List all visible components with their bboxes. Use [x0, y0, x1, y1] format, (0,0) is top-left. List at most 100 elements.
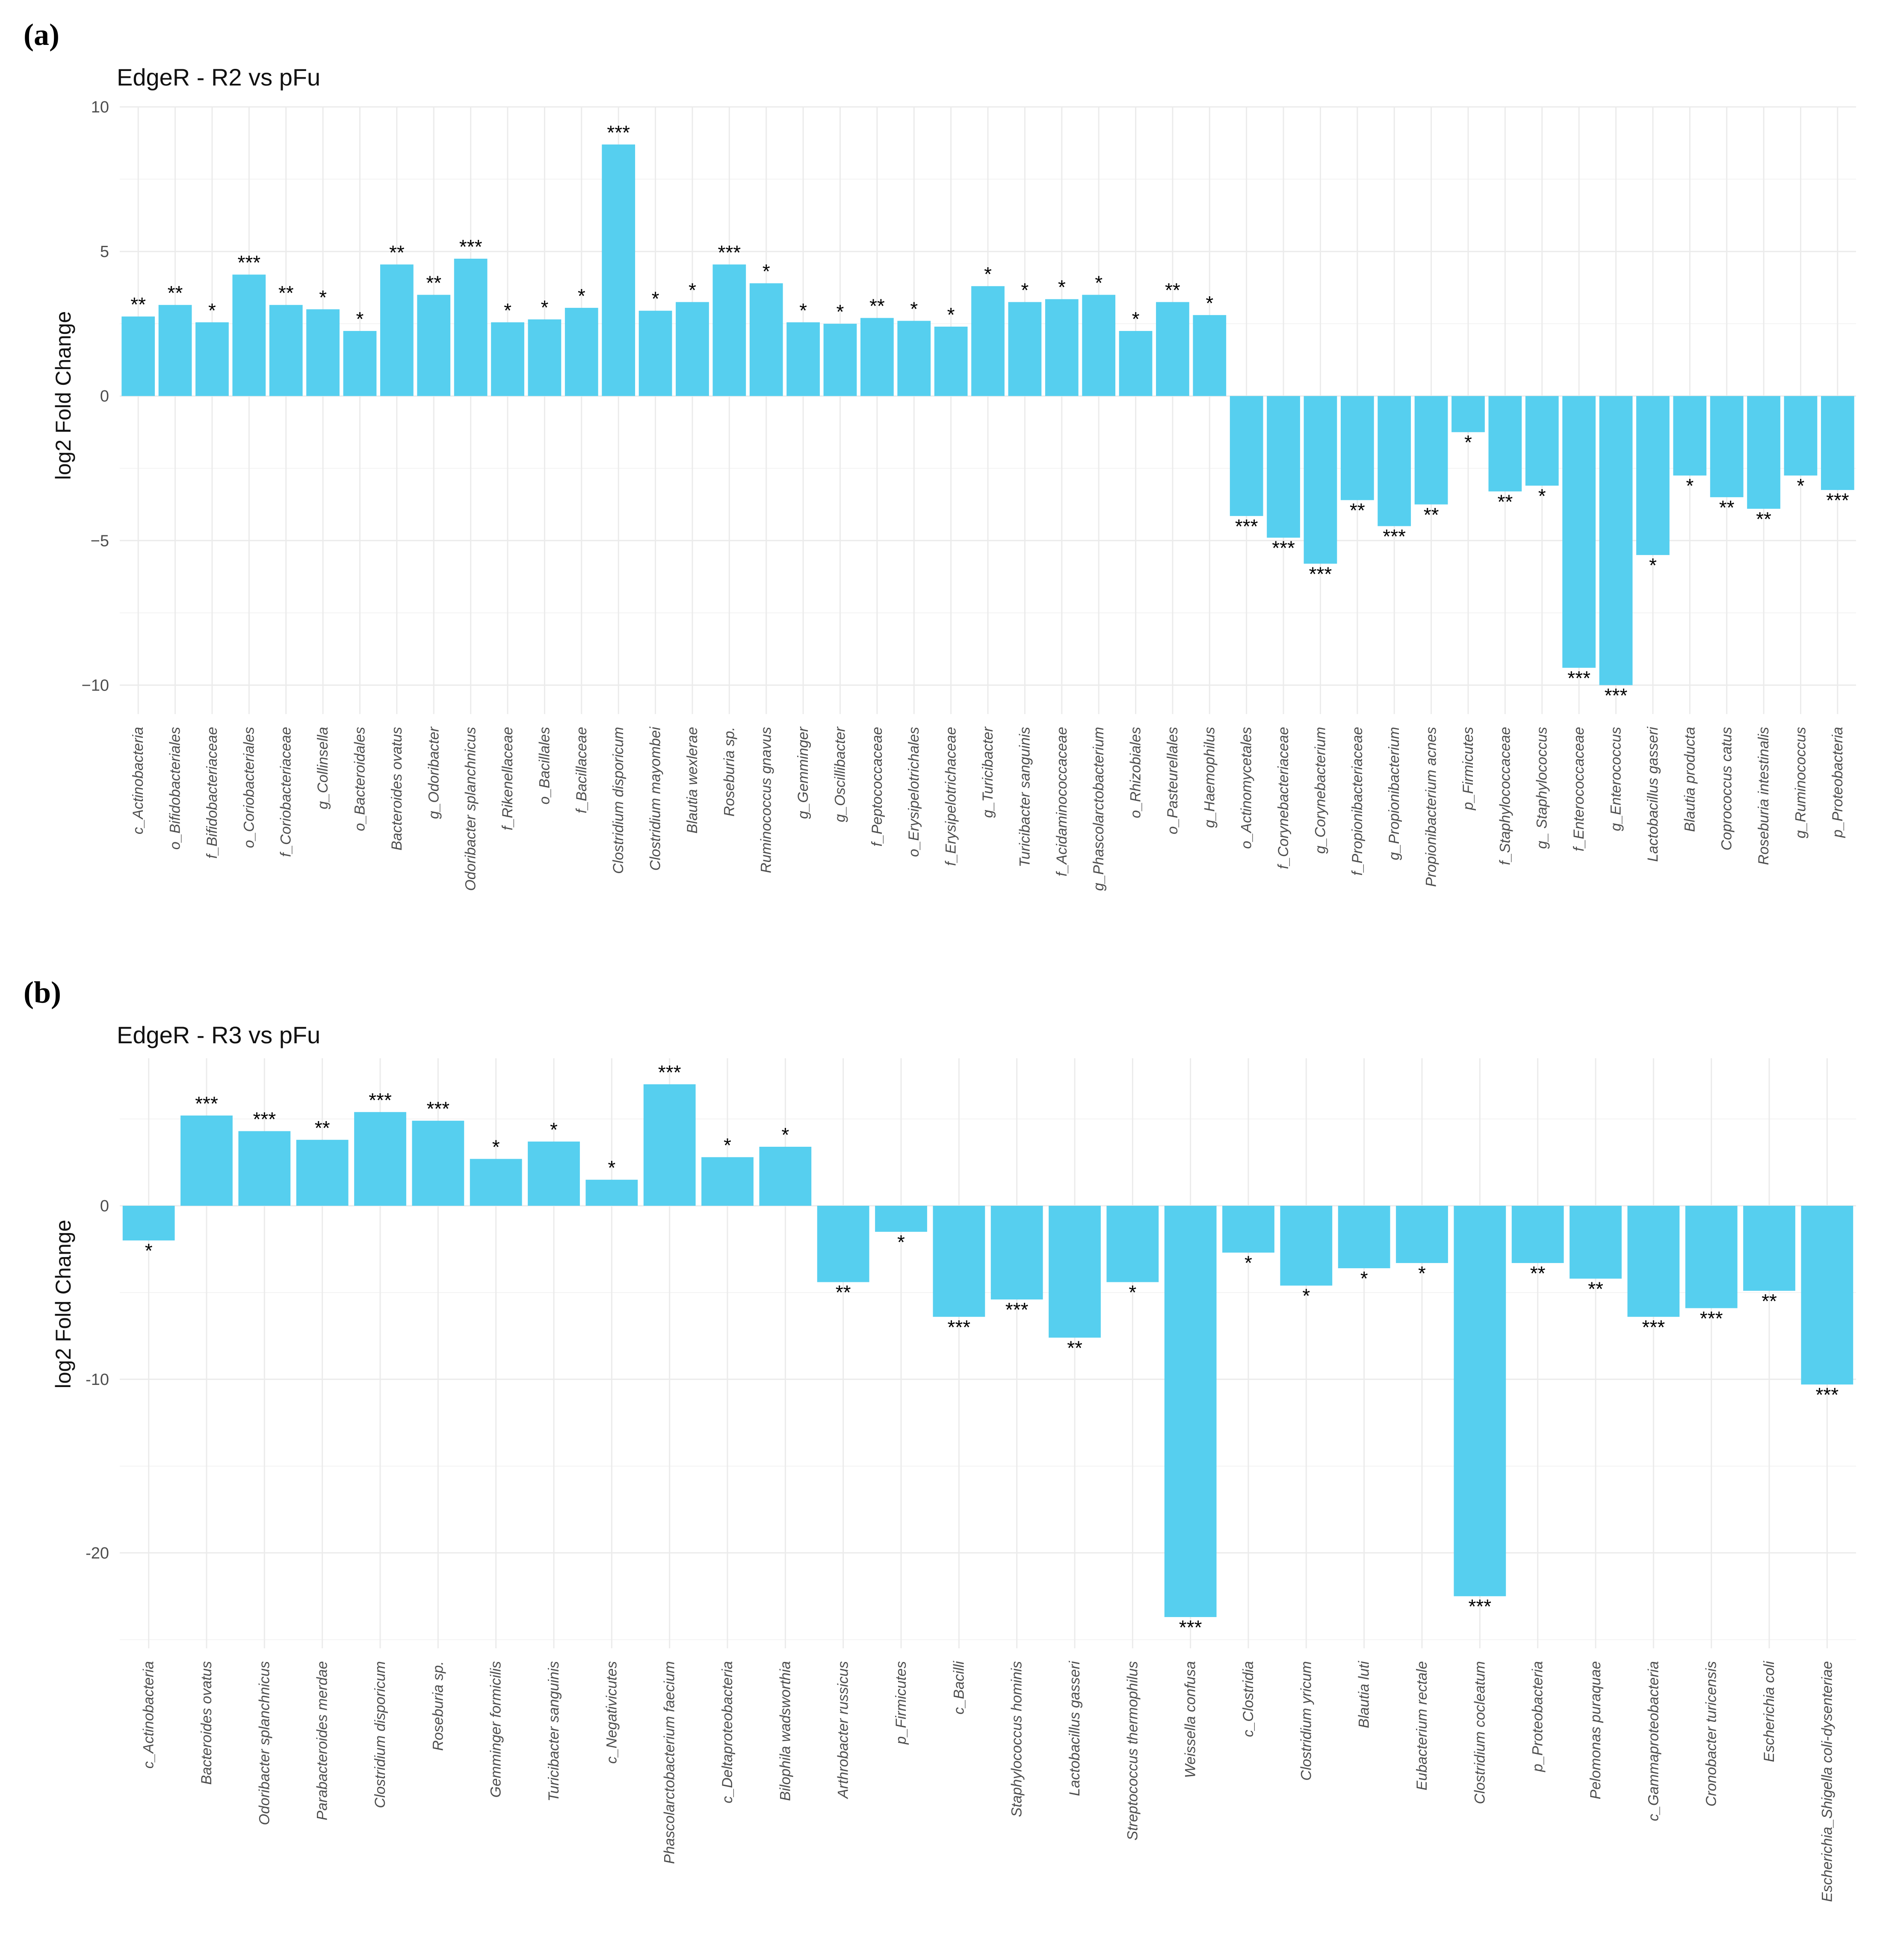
bar: [749, 283, 783, 396]
significance-label: ***: [237, 251, 260, 274]
significance-label: *: [1021, 279, 1029, 301]
significance-label: *: [1132, 308, 1140, 330]
bar: [1511, 1206, 1564, 1263]
panel-b: (b) EdgeR - R3 vs pFu log2 Fold Change *…: [24, 975, 1856, 1902]
chart-a-yticks: 10 5 0 −5 −10: [82, 98, 109, 694]
bar: [470, 1159, 522, 1206]
significance-label: *: [1686, 475, 1694, 497]
bar: [1049, 1206, 1101, 1338]
bar: [1230, 396, 1263, 516]
x-tick-label: c_Bacilli: [951, 1661, 967, 1715]
x-tick-label: p_Proteobacteria: [1830, 727, 1846, 838]
x-tick-label: o_Actinomycetales: [1239, 727, 1255, 849]
bar: [232, 275, 266, 396]
chart-a-significance: ********** ********** ****** ****** * ** * *** *…: [130, 121, 1849, 706]
significance-label: *: [652, 288, 659, 310]
x-tick-label: Clostridium cocleatum: [1472, 1661, 1488, 1804]
significance-label: **: [1530, 1262, 1546, 1284]
bar: [639, 310, 672, 396]
x-tick-label: p_Firmicutes: [1460, 727, 1476, 811]
x-tick-label: g_Propionibacterium: [1386, 727, 1402, 860]
chart-b-xticks: c_Actinobacteria Bacteroides ovatus Odorib…: [141, 1661, 1836, 1902]
x-tick-label: f_Corynebacteriaceae: [1275, 727, 1292, 869]
significance-label: **: [426, 272, 441, 294]
significance-label: ***: [1309, 563, 1332, 585]
bar: [897, 321, 931, 396]
chart-b-yticks: 0 -10 -20: [86, 1197, 109, 1562]
x-tick-label: o_Pasteurellales: [1165, 727, 1181, 834]
bar: [676, 302, 709, 396]
y-tick-label: 0: [100, 387, 109, 405]
bar: [491, 322, 524, 396]
significance-label: *: [689, 279, 696, 301]
bar: [1193, 315, 1227, 396]
bar: [1008, 302, 1042, 396]
x-tick-label: g_Phascolarctobacterium: [1091, 727, 1107, 891]
significance-label: *: [910, 298, 918, 320]
bar: [1378, 396, 1411, 526]
bar: [1164, 1206, 1217, 1617]
y-tick-label: -20: [86, 1544, 109, 1562]
bar: [759, 1147, 812, 1206]
bar: [1673, 396, 1707, 476]
x-tick-label: Clostridium disporicum: [610, 727, 627, 874]
x-tick-label: Blautia luti: [1356, 1661, 1372, 1728]
bar: [528, 1141, 580, 1206]
x-tick-label: Turicibacter sanguinis: [546, 1661, 562, 1801]
significance-label: ***: [718, 242, 741, 264]
significance-label: *: [608, 1157, 615, 1179]
bar: [306, 309, 340, 396]
chart-b-title: EdgeR - R3 vs pFu: [117, 1021, 320, 1048]
significance-label: *: [1418, 1262, 1426, 1284]
significance-label: *: [1538, 485, 1546, 507]
significance-label: *: [1206, 292, 1213, 314]
chart-a-ylabel: log2 Fold Change: [51, 311, 75, 480]
significance-label: ***: [1700, 1307, 1723, 1329]
x-tick-label: Streptococcus thermophilus: [1124, 1661, 1141, 1841]
bar: [1338, 1206, 1390, 1269]
bar: [195, 322, 229, 396]
x-tick-label: Turicibacter sanguinis: [1017, 727, 1033, 867]
x-tick-label: p_Proteobacteria: [1530, 1661, 1546, 1772]
x-tick-label: c_Actinobacteria: [141, 1661, 157, 1768]
x-tick-label: Weissella confusa: [1182, 1661, 1199, 1778]
significance-label: *: [1797, 475, 1804, 497]
bar: [1267, 396, 1300, 538]
bar: [1340, 396, 1374, 500]
x-tick-label: Odoribacter splanchnicus: [256, 1661, 272, 1825]
x-tick-label: Eubacterium rectale: [1414, 1661, 1430, 1790]
x-tick-label: g_Haemophilus: [1201, 727, 1218, 828]
x-tick-label: Propionibacterium acnes: [1423, 727, 1440, 887]
bar: [238, 1131, 291, 1206]
x-tick-label: f_Propionibacteriaceae: [1349, 727, 1366, 876]
x-tick-label: Clostridium disporicum: [372, 1661, 388, 1808]
x-tick-label: f_Coriobacteriaceae: [278, 727, 294, 857]
x-tick-label: Bilophila wadsworthia: [777, 1661, 793, 1801]
bar: [1396, 1206, 1448, 1263]
bar: [1414, 396, 1448, 505]
bar: [786, 322, 820, 396]
x-tick-label: g_Ruminococcus: [1792, 727, 1809, 838]
bar: [1454, 1206, 1506, 1597]
x-tick-label: f_Staphylococcaceae: [1497, 727, 1513, 865]
significance-label: **: [168, 282, 183, 304]
x-tick-label: p_Firmicutes: [893, 1661, 909, 1745]
x-tick-label: g_Oscillibacter: [832, 726, 848, 822]
x-tick-label: Cronobacter turicensis: [1703, 1661, 1720, 1807]
bar: [565, 307, 598, 396]
significance-label: ***: [607, 121, 630, 144]
bar: [1156, 302, 1189, 396]
x-tick-label: o_Bacillales: [536, 727, 553, 804]
significance-label: ***: [1815, 1384, 1839, 1406]
bar: [1488, 396, 1522, 492]
significance-label: ***: [1605, 684, 1628, 706]
x-tick-label: Arthrobacter russicus: [835, 1661, 851, 1799]
bar: [1743, 1206, 1795, 1291]
x-tick-label: Lactobacillus gasseri: [1067, 1661, 1083, 1796]
bar: [1562, 396, 1596, 668]
bar: [1627, 1206, 1680, 1317]
x-tick-label: g_Enterococcus: [1608, 727, 1624, 831]
x-tick-label: Pelomonas puraquae: [1587, 1661, 1604, 1799]
chart-b-ylabel: log2 Fold Change: [51, 1220, 75, 1389]
significance-label: ***: [1005, 1299, 1029, 1321]
